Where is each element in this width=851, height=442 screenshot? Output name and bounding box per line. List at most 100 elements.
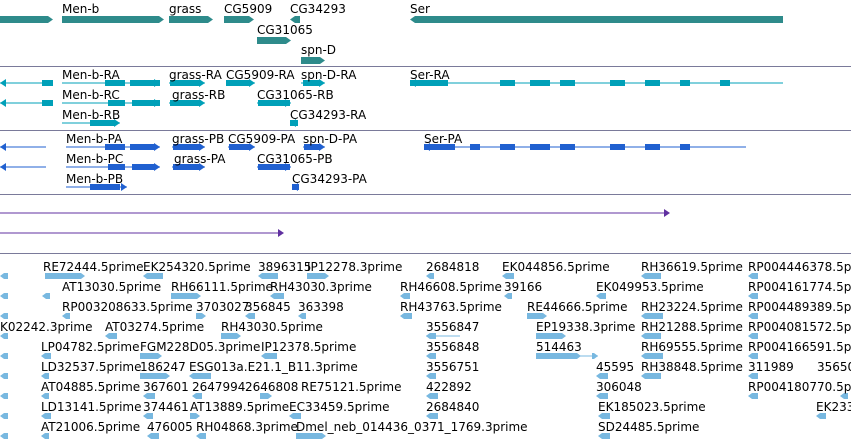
est-feature[interactable] [748, 333, 758, 339]
exon-block[interactable] [173, 144, 200, 150]
est-feature[interactable] [143, 413, 153, 419]
est-feature[interactable] [298, 313, 306, 319]
exon-block[interactable] [105, 144, 125, 150]
alignment-end[interactable] [278, 229, 284, 237]
est-label[interactable]: LD13141.5prime [41, 400, 142, 414]
gene-feature[interactable] [410, 16, 783, 23]
est-feature[interactable] [641, 373, 661, 379]
est-feature[interactable] [502, 273, 514, 279]
est-feature[interactable] [260, 393, 272, 399]
est-feature[interactable] [221, 333, 241, 339]
exon-block[interactable] [303, 80, 320, 86]
est-label[interactable]: RH43763.5prime [400, 300, 502, 314]
exon-block[interactable] [108, 164, 125, 170]
strand-arrow[interactable] [199, 79, 205, 87]
exon-block[interactable] [530, 80, 550, 86]
est-feature[interactable] [426, 393, 438, 399]
est-feature[interactable] [748, 293, 758, 299]
exon-block[interactable] [645, 80, 660, 86]
est-label[interactable]: 186247 [140, 360, 186, 374]
exon-block[interactable] [530, 144, 550, 150]
strand-arrow[interactable] [292, 183, 298, 191]
est-feature[interactable] [41, 413, 51, 419]
est-feature[interactable] [598, 413, 610, 419]
exon-block[interactable] [130, 80, 160, 86]
est-feature[interactable] [196, 433, 206, 439]
est-feature[interactable] [596, 293, 606, 299]
strand-arrow[interactable] [319, 143, 325, 151]
est-feature[interactable] [189, 373, 211, 379]
est-feature[interactable] [748, 373, 758, 379]
est-label[interactable]: EP19338.3prime [536, 320, 636, 334]
exon-block[interactable] [132, 164, 155, 170]
strand-arrow[interactable] [199, 163, 205, 171]
strand-arrow[interactable] [199, 143, 205, 151]
gene-label[interactable]: Men-b [62, 2, 100, 16]
est-label[interactable]: RP004161774.5prime [748, 280, 851, 294]
exon-block[interactable] [170, 80, 200, 86]
est-label[interactable]: 476005 [147, 420, 193, 434]
est-feature[interactable] [270, 293, 284, 299]
est-label[interactable]: RP004081572.5prime [748, 320, 851, 334]
transcript-label[interactable]: CG31065-RB [257, 88, 334, 102]
est-label[interactable]: RH43030.5prime [221, 320, 323, 334]
est-label[interactable]: 363398 [298, 300, 344, 314]
gene-feature[interactable] [257, 37, 291, 44]
est-label[interactable]: ESG013a.E21.1_B11.3prime [189, 360, 358, 374]
est-label[interactable]: 3556847 [426, 320, 480, 334]
strand-arrow[interactable] [154, 79, 160, 87]
gene-label[interactable]: Ser [410, 2, 430, 16]
est-label[interactable]: K02242.3prime [0, 320, 93, 334]
exon-block[interactable] [470, 144, 480, 150]
est-feature[interactable] [400, 313, 412, 319]
est-feature[interactable] [641, 273, 661, 279]
est-label[interactable]: RH66111.5prime [171, 280, 273, 294]
est-feature[interactable] [45, 273, 85, 279]
strand-arrow[interactable] [249, 79, 255, 87]
transcript-label[interactable]: Men-b-RC [62, 88, 120, 102]
est-feature[interactable] [598, 433, 610, 439]
est-feature[interactable] [536, 333, 566, 339]
est-label[interactable]: 39166 [504, 280, 543, 294]
transcript-label[interactable]: Men-b-RB [62, 108, 121, 122]
est-feature[interactable] [641, 333, 661, 339]
est-feature[interactable] [307, 273, 329, 279]
strand-arrow[interactable] [0, 99, 6, 107]
est-feature[interactable] [400, 293, 410, 299]
est-feature[interactable] [0, 353, 8, 359]
est-label[interactable]: RH69555.5prime [641, 340, 743, 354]
gene-label[interactable]: grass [169, 2, 202, 16]
est-label[interactable]: 35650 [817, 360, 851, 374]
transcript-label[interactable]: grass-PA [174, 152, 226, 166]
est-feature[interactable] [748, 313, 758, 319]
est-label[interactable]: AT03274.5prime [105, 320, 205, 334]
transcript-label[interactable]: Men-b-PC [66, 152, 124, 166]
exon-block[interactable] [720, 80, 730, 86]
transcript-label[interactable]: Men-b-RA [62, 68, 120, 82]
est-label[interactable]: AT21006.5prime [41, 420, 141, 434]
est-label[interactable]: 3703027 [196, 300, 250, 314]
est-feature[interactable] [0, 433, 8, 439]
est-feature[interactable] [596, 393, 608, 399]
est-label[interactable]: 2684840 [426, 400, 480, 414]
est-label[interactable]: RH38848.5prime [641, 360, 743, 374]
gene-feature[interactable] [224, 16, 254, 23]
exon-block[interactable] [645, 144, 660, 150]
est-feature[interactable] [641, 313, 663, 319]
est-feature[interactable] [0, 313, 8, 319]
transcript-label[interactable]: grass-PB [172, 132, 225, 146]
strand-arrow[interactable] [154, 143, 160, 151]
strand-arrow[interactable] [249, 143, 255, 151]
exon-block[interactable] [132, 100, 160, 106]
est-label[interactable]: 514463 [536, 340, 582, 354]
exon-block[interactable] [108, 100, 125, 106]
est-feature[interactable] [192, 393, 202, 399]
transcript-label[interactable]: Ser-RA [410, 68, 450, 82]
est-feature[interactable] [245, 313, 255, 319]
transcript-label[interactable]: grass-RB [172, 88, 226, 102]
est-label[interactable]: FGM228D05.3prime [140, 340, 261, 354]
est-label[interactable]: AT04885.5prime [41, 380, 141, 394]
est-feature[interactable] [748, 393, 758, 399]
est-feature[interactable] [143, 273, 163, 279]
est-label[interactable]: AT13030.5prime [62, 280, 162, 294]
